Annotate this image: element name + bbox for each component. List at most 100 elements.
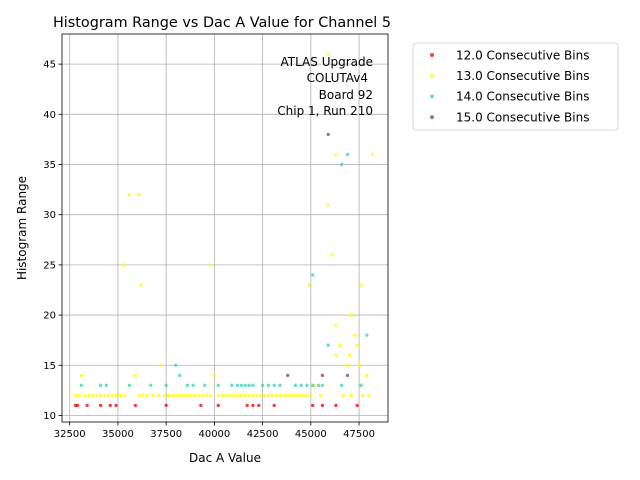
data-point <box>349 313 354 317</box>
legend-label: 12.0 Consecutive Bins <box>456 48 589 62</box>
y-tick-label: 40 <box>43 110 56 121</box>
y-axis-label: Histogram Range <box>15 176 29 280</box>
data-point <box>185 393 190 398</box>
series-2 <box>73 52 375 398</box>
data-point <box>316 383 321 388</box>
data-point <box>311 273 315 277</box>
data-point <box>334 403 338 408</box>
legend-marker <box>430 53 434 57</box>
data-point <box>177 373 182 378</box>
data-point <box>357 363 361 367</box>
data-point <box>83 393 87 398</box>
legend-marker <box>430 94 434 99</box>
data-point <box>114 403 118 408</box>
data-point <box>174 393 178 398</box>
data-point <box>228 393 232 398</box>
data-point <box>359 283 363 287</box>
data-point <box>251 403 255 408</box>
legend-marker <box>430 73 434 78</box>
data-point <box>334 152 338 157</box>
data-point <box>340 383 344 388</box>
grid-lines <box>62 34 388 422</box>
x-axis-label: Dac A Value <box>189 451 261 465</box>
x-tick-label: 47500 <box>343 429 375 440</box>
x-tick-label: 37500 <box>150 429 182 440</box>
data-point <box>278 393 282 398</box>
data-point <box>87 393 91 398</box>
data-point <box>274 393 278 398</box>
data-point <box>338 343 342 347</box>
data-point <box>266 393 271 398</box>
data-point <box>355 403 359 408</box>
data-point <box>145 393 149 398</box>
x-tick-label: 40000 <box>198 429 230 440</box>
data-point <box>170 393 174 398</box>
data-point <box>95 393 99 398</box>
data-point <box>367 393 371 398</box>
annotation-line-4: Chip 1, Run 210 <box>277 104 373 118</box>
data-point <box>320 373 325 378</box>
data-point <box>297 393 301 398</box>
data-point <box>365 373 369 378</box>
data-point <box>239 393 244 398</box>
annotation-line-3: Board 92 <box>319 88 373 102</box>
data-point <box>255 393 259 398</box>
chart-title: Histogram Range vs Dac A Value for Chann… <box>53 15 391 31</box>
data-point <box>370 152 375 157</box>
data-point <box>247 393 251 398</box>
data-point <box>326 52 330 56</box>
data-point <box>282 393 286 398</box>
data-point <box>318 393 323 398</box>
data-point <box>189 393 193 398</box>
data-point <box>118 393 122 398</box>
data-point <box>141 393 145 398</box>
data-point <box>262 393 267 398</box>
data-point <box>258 393 263 398</box>
data-point <box>174 363 178 367</box>
data-point <box>311 403 315 408</box>
data-point <box>251 383 255 388</box>
data-point <box>98 393 103 398</box>
data-point <box>191 383 195 388</box>
annotation-block: ATLAS Upgrade COLUTAv4 Board 92 Chip 1, … <box>277 55 373 118</box>
data-point <box>289 393 294 398</box>
data-point <box>164 403 168 408</box>
legend-label: 15.0 Consecutive Bins <box>456 110 589 124</box>
data-point <box>98 383 103 388</box>
data-point <box>320 383 325 388</box>
plot-frame <box>61 33 389 423</box>
data-point <box>278 383 282 388</box>
y-tick-label: 20 <box>43 311 56 322</box>
data-point <box>285 393 290 398</box>
data-point <box>230 383 234 388</box>
data-point <box>361 393 365 398</box>
data-point <box>272 403 276 408</box>
data-point <box>216 403 220 408</box>
data-point <box>272 383 276 388</box>
series-1 <box>73 403 359 408</box>
data-point <box>106 393 110 398</box>
data-point <box>156 393 161 398</box>
data-point <box>243 393 247 398</box>
data-point <box>345 373 350 378</box>
data-point <box>285 373 290 378</box>
data-point <box>341 393 346 398</box>
data-point <box>133 373 138 378</box>
data-point <box>293 383 298 388</box>
data-point <box>245 403 249 408</box>
data-point <box>77 393 82 398</box>
series-3 <box>79 152 369 388</box>
data-point <box>231 393 236 398</box>
legend-label: 13.0 Consecutive Bins <box>456 69 589 83</box>
data-point <box>216 383 220 388</box>
data-point <box>127 192 132 197</box>
data-point <box>334 353 338 357</box>
data-point <box>102 393 107 398</box>
annotation-line-2: COLUTAv4 <box>307 71 368 85</box>
data-point <box>326 202 330 207</box>
data-point <box>203 383 207 388</box>
legend-label: 14.0 Consecutive Bins <box>456 90 589 104</box>
data-point <box>270 393 274 398</box>
data-point <box>307 283 311 287</box>
